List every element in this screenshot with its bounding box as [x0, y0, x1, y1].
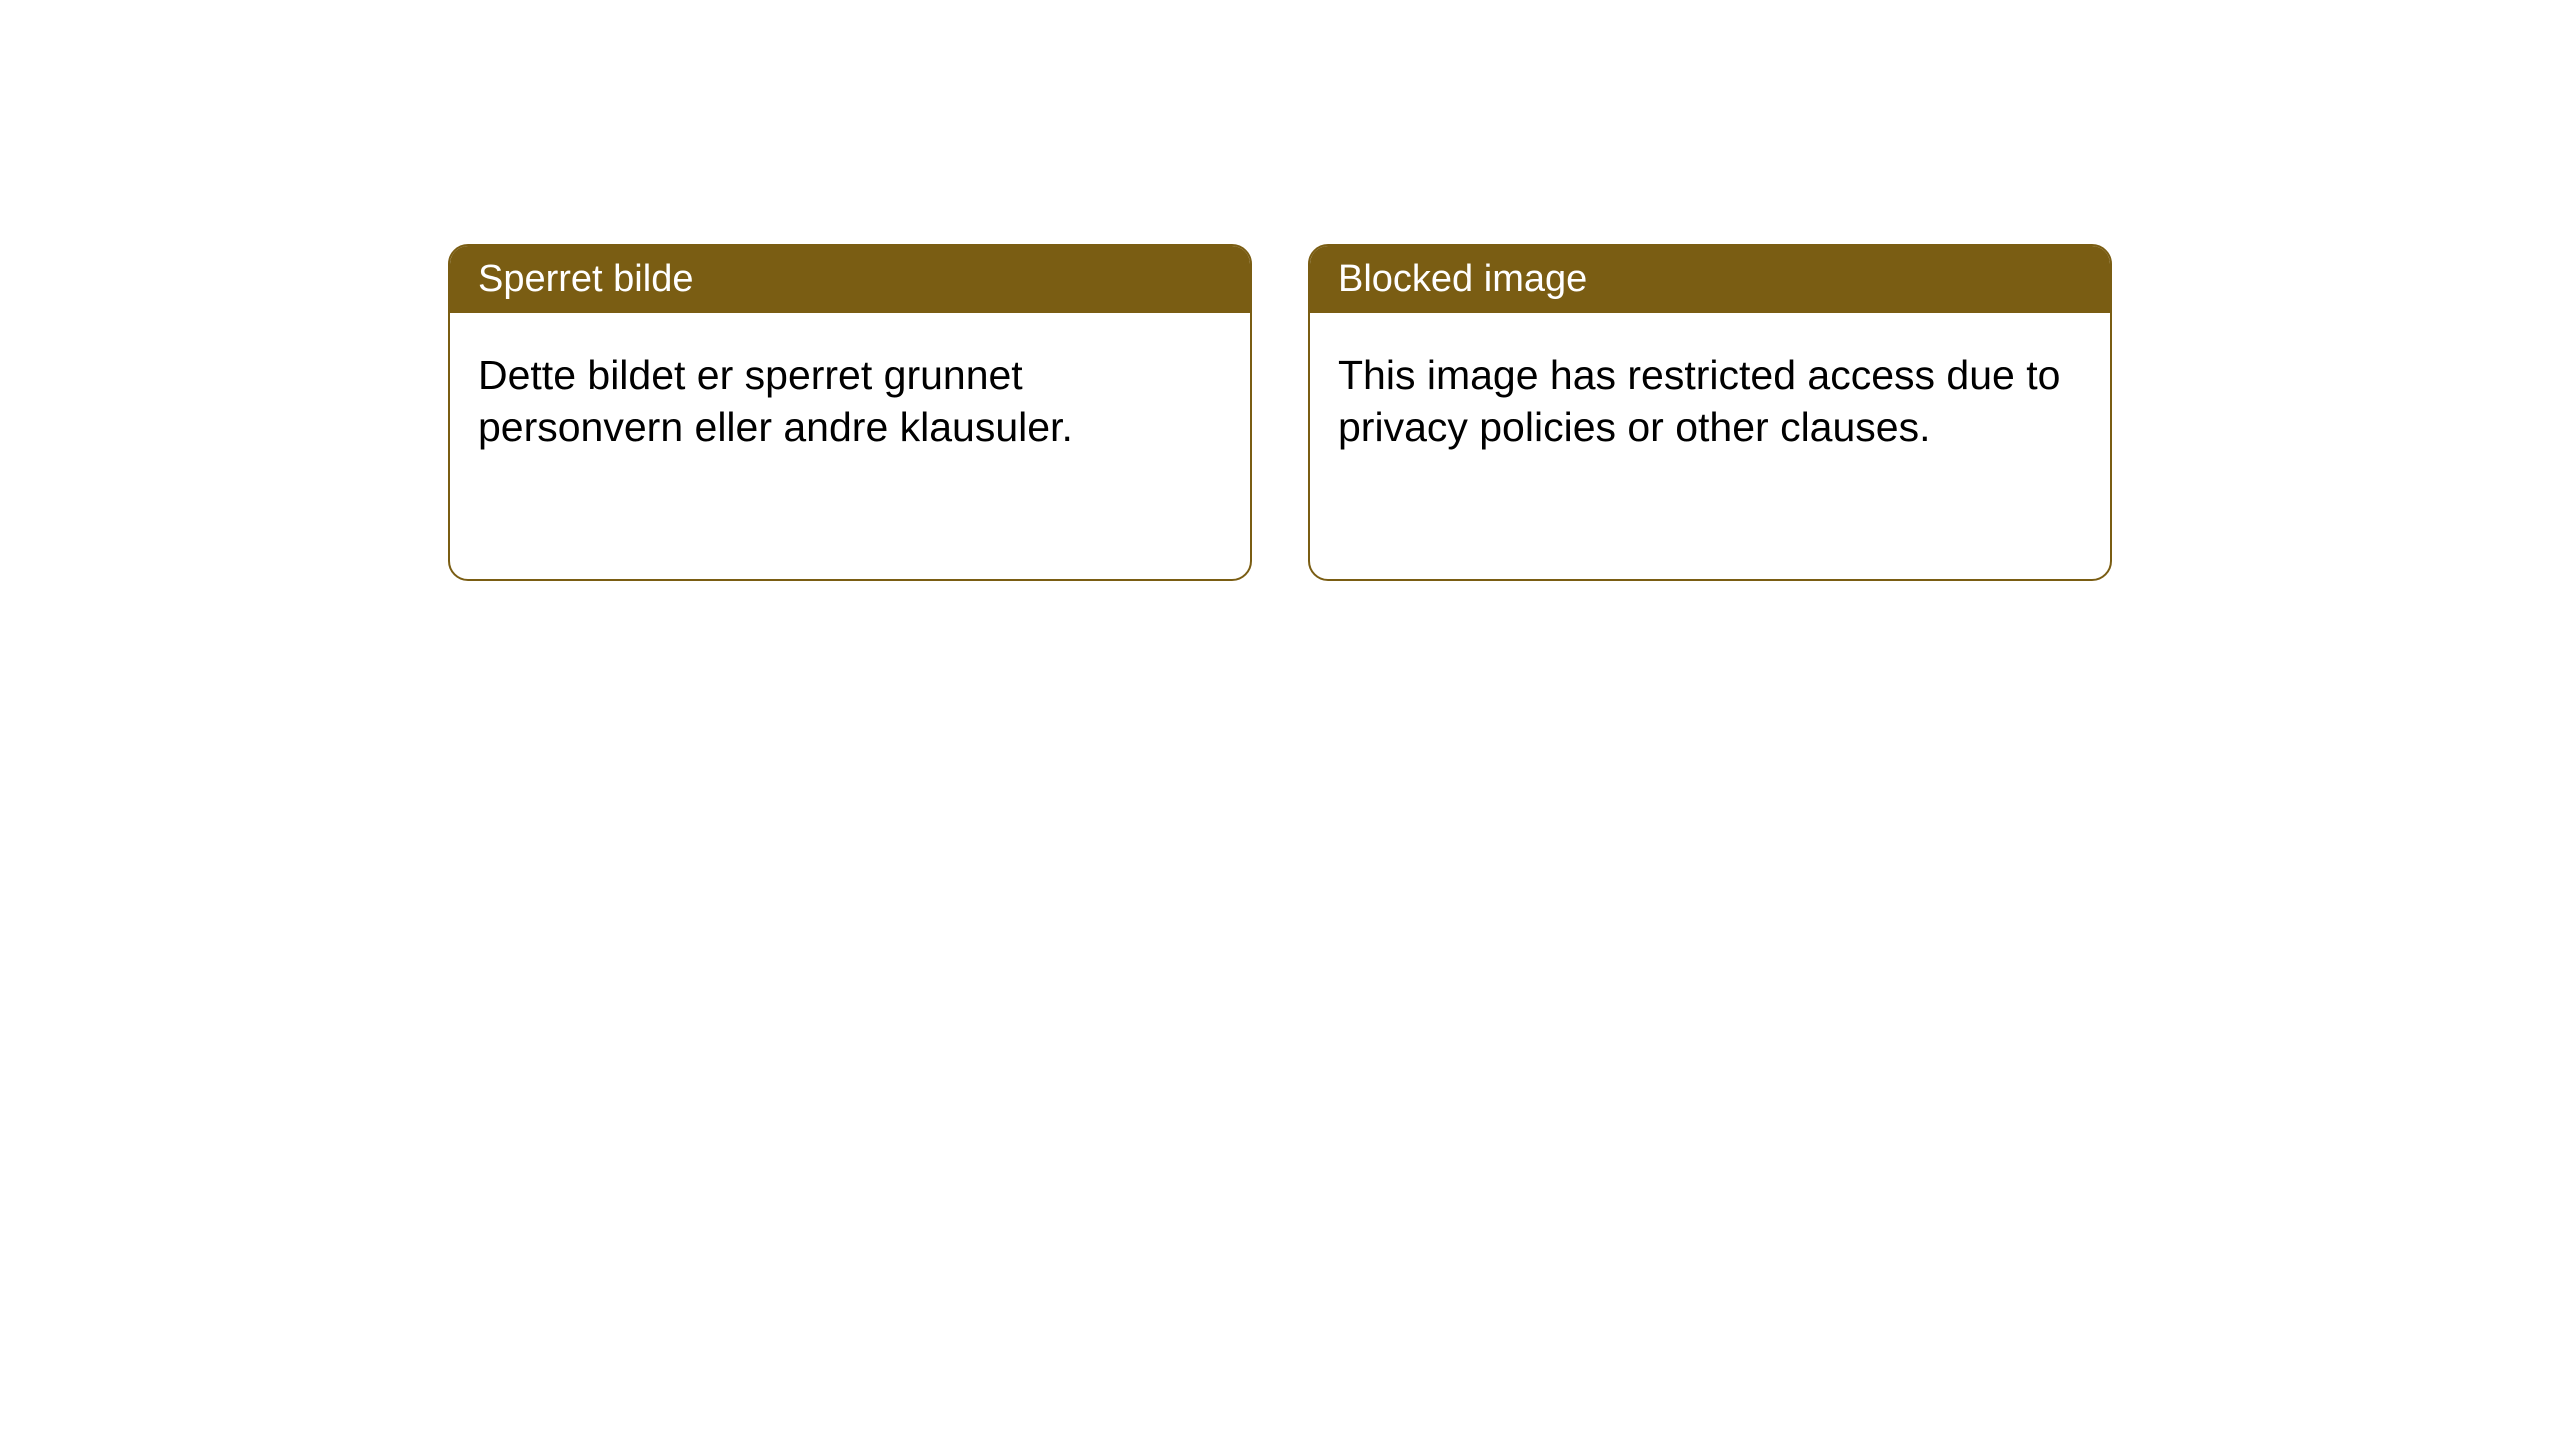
- card-body: Dette bildet er sperret grunnet personve…: [450, 313, 1250, 490]
- notice-cards-container: Sperret bilde Dette bildet er sperret gr…: [0, 0, 2560, 581]
- notice-card-english: Blocked image This image has restricted …: [1308, 244, 2112, 581]
- card-header: Blocked image: [1310, 246, 2110, 313]
- card-body-text: Dette bildet er sperret grunnet personve…: [478, 352, 1073, 450]
- card-body-text: This image has restricted access due to …: [1338, 352, 2060, 450]
- notice-card-norwegian: Sperret bilde Dette bildet er sperret gr…: [448, 244, 1252, 581]
- card-title: Blocked image: [1338, 258, 1587, 300]
- card-title: Sperret bilde: [478, 258, 693, 300]
- card-body: This image has restricted access due to …: [1310, 313, 2110, 490]
- card-header: Sperret bilde: [450, 246, 1250, 313]
